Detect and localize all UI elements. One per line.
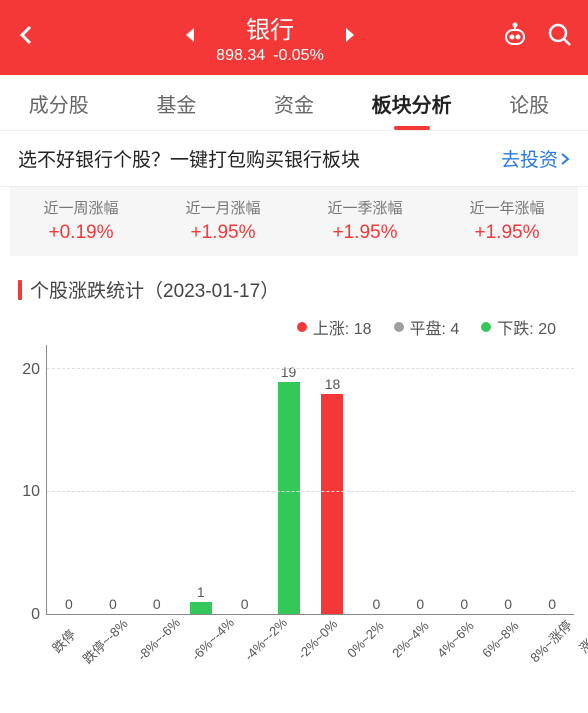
bar-slot: 18 bbox=[311, 345, 355, 614]
gridline bbox=[47, 368, 574, 369]
bar-slot: 0 bbox=[135, 345, 179, 614]
bar-value-label: 19 bbox=[281, 364, 297, 380]
header-actions bbox=[501, 21, 573, 54]
legend-item: 上涨: 18 bbox=[297, 315, 372, 339]
chart-container: 01020 00010191800000 跌停跌停~-8%-8%~-6%-6%~… bbox=[0, 345, 588, 662]
bar-value-label: 0 bbox=[416, 596, 424, 612]
x-tick-label: -6%~-4% bbox=[179, 607, 239, 667]
bar-slot: 0 bbox=[47, 345, 91, 614]
y-tick: 10 bbox=[22, 483, 40, 501]
period-stats: 近一周涨幅+0.19%近一月涨幅+1.95%近一季涨幅+1.95%近一年涨幅+1… bbox=[10, 187, 578, 256]
x-tick-label: 6%~8% bbox=[471, 610, 525, 664]
tab-基金[interactable]: 基金 bbox=[118, 75, 236, 130]
bar bbox=[278, 382, 300, 614]
stat-item: 近一月涨幅 +1.95% bbox=[152, 187, 294, 256]
sector-title: 银行 bbox=[216, 10, 324, 45]
gridline bbox=[47, 491, 574, 492]
bar-value-label: 0 bbox=[65, 596, 73, 612]
legend-item: 下跌: 20 bbox=[481, 315, 556, 339]
legend-label: 下跌: 20 bbox=[497, 315, 556, 339]
bar-value-label: 1 bbox=[197, 584, 205, 600]
index-change: -0.05% bbox=[273, 47, 324, 64]
stat-item: 近一年涨幅 +1.95% bbox=[436, 187, 578, 256]
bar-value-label: 0 bbox=[241, 596, 249, 612]
section-title: 个股涨跌统计（2023-01-17） bbox=[0, 266, 588, 309]
promo-text: 选不好银行个股？一键打包购买银行板块 bbox=[18, 145, 360, 172]
x-tick-label: 4%~6% bbox=[426, 610, 480, 664]
y-axis: 01020 bbox=[14, 345, 46, 615]
plot-area: 00010191800000 bbox=[46, 345, 574, 615]
stat-item: 近一季涨幅 +1.95% bbox=[294, 187, 436, 256]
tab-bar: 成分股基金资金板块分析论股 bbox=[0, 75, 588, 131]
tab-论股[interactable]: 论股 bbox=[470, 75, 588, 130]
bar-value-label: 0 bbox=[373, 596, 381, 612]
bar-slot: 0 bbox=[486, 345, 530, 614]
y-tick: 20 bbox=[22, 361, 40, 379]
prev-button[interactable] bbox=[182, 26, 198, 49]
bar-value-label: 0 bbox=[504, 596, 512, 612]
stat-value: +1.95% bbox=[294, 222, 436, 244]
bar bbox=[321, 394, 343, 614]
bar-slot: 0 bbox=[91, 345, 135, 614]
bar-value-label: 18 bbox=[325, 376, 341, 392]
stat-label: 近一周涨幅 bbox=[10, 197, 152, 218]
x-tick-label: 2%~4% bbox=[381, 610, 435, 664]
bar-value-label: 0 bbox=[460, 596, 468, 612]
bar bbox=[190, 602, 212, 614]
bar-slot: 19 bbox=[267, 345, 311, 614]
header-center: 银行 898.34 -0.05% bbox=[182, 10, 358, 65]
bar-slot: 0 bbox=[530, 345, 574, 614]
stat-value: +1.95% bbox=[436, 222, 578, 244]
promo-bar: 选不好银行个股？一键打包购买银行板块 去投资 bbox=[0, 131, 588, 187]
legend-dot bbox=[394, 322, 404, 332]
bar-slot: 1 bbox=[179, 345, 223, 614]
app-header: 银行 898.34 -0.05% bbox=[0, 0, 588, 75]
stat-value: +0.19% bbox=[10, 222, 152, 244]
stat-item: 近一周涨幅 +0.19% bbox=[10, 187, 152, 256]
chart-legend: 上涨: 18 平盘: 4 下跌: 20 bbox=[0, 309, 588, 345]
legend-dot bbox=[297, 322, 307, 332]
stat-value: +1.95% bbox=[152, 222, 294, 244]
bar-slot: 0 bbox=[354, 345, 398, 614]
price-line: 898.34 -0.05% bbox=[216, 47, 324, 65]
legend-label: 上涨: 18 bbox=[313, 315, 372, 339]
tab-板块分析[interactable]: 板块分析 bbox=[353, 75, 471, 130]
legend-item: 平盘: 4 bbox=[394, 315, 460, 339]
next-button[interactable] bbox=[342, 26, 358, 49]
x-tick-label: 0%~2% bbox=[335, 610, 389, 664]
legend-dot bbox=[481, 322, 491, 332]
x-tick-label: -4%~-2% bbox=[233, 607, 293, 667]
invest-link[interactable]: 去投资 bbox=[501, 145, 570, 172]
tab-成分股[interactable]: 成分股 bbox=[0, 75, 118, 130]
x-tick-label: -8%~-6% bbox=[126, 607, 186, 667]
x-tick-label: -2%~0% bbox=[287, 608, 344, 665]
bar-group: 00010191800000 bbox=[47, 345, 574, 614]
stat-label: 近一季涨幅 bbox=[294, 197, 436, 218]
robot-icon[interactable] bbox=[501, 21, 529, 54]
legend-label: 平盘: 4 bbox=[410, 315, 460, 339]
index-price: 898.34 bbox=[216, 47, 265, 64]
x-axis: 跌停跌停~-8%-8%~-6%-6%~-4%-4%~-2%-2%~0%0%~2%… bbox=[14, 621, 574, 652]
x-tick-label: 跌停 bbox=[39, 616, 79, 656]
search-icon[interactable] bbox=[547, 22, 573, 53]
chart-area: 01020 00010191800000 bbox=[14, 345, 574, 615]
bar-slot: 0 bbox=[223, 345, 267, 614]
stat-label: 近一月涨幅 bbox=[152, 197, 294, 218]
stat-label: 近一年涨幅 bbox=[436, 197, 578, 218]
tab-资金[interactable]: 资金 bbox=[235, 75, 353, 130]
bar-slot: 0 bbox=[398, 345, 442, 614]
title-block: 银行 898.34 -0.05% bbox=[216, 10, 324, 65]
bar-slot: 0 bbox=[442, 345, 486, 614]
y-tick: 0 bbox=[31, 606, 40, 624]
chevron-right-icon bbox=[560, 152, 570, 166]
back-button[interactable] bbox=[15, 23, 39, 52]
